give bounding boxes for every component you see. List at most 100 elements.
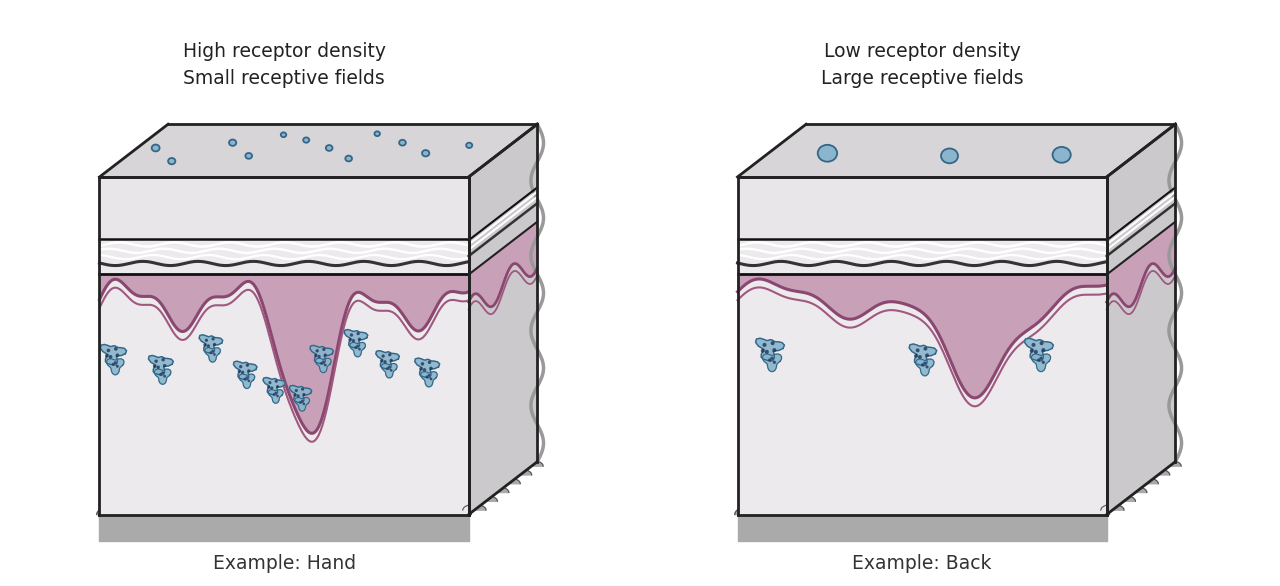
- Polygon shape: [310, 345, 334, 364]
- Polygon shape: [1135, 478, 1158, 484]
- Polygon shape: [1158, 461, 1181, 466]
- Circle shape: [425, 376, 429, 378]
- Circle shape: [161, 372, 164, 374]
- Ellipse shape: [168, 158, 175, 164]
- Text: Example: Back: Example: Back: [852, 554, 992, 573]
- Polygon shape: [415, 358, 439, 378]
- Circle shape: [294, 389, 298, 392]
- Polygon shape: [233, 361, 257, 380]
- Circle shape: [1029, 349, 1034, 353]
- Polygon shape: [264, 377, 285, 395]
- Circle shape: [1039, 341, 1043, 345]
- Ellipse shape: [466, 143, 472, 148]
- Polygon shape: [520, 461, 543, 466]
- Polygon shape: [212, 507, 241, 515]
- Circle shape: [111, 363, 115, 366]
- Polygon shape: [376, 350, 399, 369]
- Circle shape: [923, 362, 927, 364]
- Circle shape: [243, 377, 246, 380]
- Polygon shape: [100, 177, 468, 240]
- Ellipse shape: [303, 138, 310, 143]
- Polygon shape: [781, 507, 809, 515]
- Polygon shape: [1112, 496, 1135, 501]
- Polygon shape: [1011, 507, 1041, 515]
- Circle shape: [302, 393, 306, 396]
- Circle shape: [349, 333, 353, 336]
- Polygon shape: [374, 507, 402, 515]
- Circle shape: [1042, 360, 1044, 364]
- Circle shape: [914, 354, 918, 358]
- Circle shape: [276, 395, 279, 397]
- Circle shape: [301, 387, 305, 391]
- Circle shape: [925, 366, 928, 369]
- Polygon shape: [737, 177, 1107, 240]
- Circle shape: [114, 347, 118, 351]
- Ellipse shape: [246, 153, 252, 159]
- Polygon shape: [873, 507, 901, 515]
- Circle shape: [152, 364, 156, 368]
- Polygon shape: [421, 372, 438, 387]
- Polygon shape: [100, 275, 468, 433]
- Polygon shape: [120, 507, 148, 515]
- Circle shape: [239, 365, 242, 368]
- Circle shape: [356, 345, 358, 347]
- Circle shape: [317, 355, 321, 358]
- Circle shape: [241, 371, 244, 374]
- Polygon shape: [305, 507, 333, 515]
- Circle shape: [763, 343, 767, 347]
- Polygon shape: [474, 496, 498, 501]
- Circle shape: [238, 370, 241, 373]
- Circle shape: [269, 381, 271, 384]
- Circle shape: [210, 351, 212, 354]
- Circle shape: [768, 359, 772, 362]
- Circle shape: [1037, 359, 1041, 362]
- Ellipse shape: [229, 139, 237, 146]
- Polygon shape: [328, 507, 356, 515]
- Polygon shape: [397, 507, 425, 515]
- Polygon shape: [282, 507, 310, 515]
- Polygon shape: [100, 177, 468, 515]
- Circle shape: [387, 367, 389, 370]
- Circle shape: [247, 380, 250, 382]
- Circle shape: [212, 343, 216, 346]
- Circle shape: [247, 369, 251, 373]
- Polygon shape: [737, 124, 1175, 177]
- Circle shape: [164, 375, 166, 377]
- Circle shape: [430, 377, 433, 380]
- Circle shape: [301, 400, 303, 402]
- Circle shape: [211, 350, 214, 353]
- Polygon shape: [804, 507, 832, 515]
- Circle shape: [161, 358, 165, 362]
- Polygon shape: [143, 507, 172, 515]
- Circle shape: [380, 359, 383, 363]
- Circle shape: [324, 353, 326, 357]
- Circle shape: [155, 359, 157, 363]
- Ellipse shape: [375, 131, 380, 136]
- Polygon shape: [97, 507, 125, 515]
- Polygon shape: [737, 275, 1107, 398]
- Circle shape: [274, 391, 276, 394]
- Circle shape: [275, 380, 278, 383]
- Circle shape: [428, 374, 430, 377]
- Circle shape: [358, 338, 361, 341]
- Circle shape: [214, 353, 216, 356]
- Ellipse shape: [1052, 147, 1071, 163]
- Circle shape: [276, 385, 279, 388]
- Polygon shape: [316, 358, 332, 373]
- Polygon shape: [100, 124, 538, 177]
- Polygon shape: [463, 505, 486, 510]
- Polygon shape: [189, 507, 218, 515]
- Polygon shape: [100, 345, 127, 365]
- Circle shape: [388, 353, 392, 356]
- Circle shape: [115, 353, 119, 357]
- Circle shape: [356, 332, 360, 335]
- Circle shape: [773, 360, 776, 364]
- Polygon shape: [420, 507, 448, 515]
- Circle shape: [323, 360, 325, 363]
- Circle shape: [323, 347, 325, 351]
- Circle shape: [300, 401, 302, 403]
- Polygon shape: [896, 507, 925, 515]
- Circle shape: [355, 346, 357, 349]
- Ellipse shape: [326, 145, 333, 151]
- Polygon shape: [850, 507, 878, 515]
